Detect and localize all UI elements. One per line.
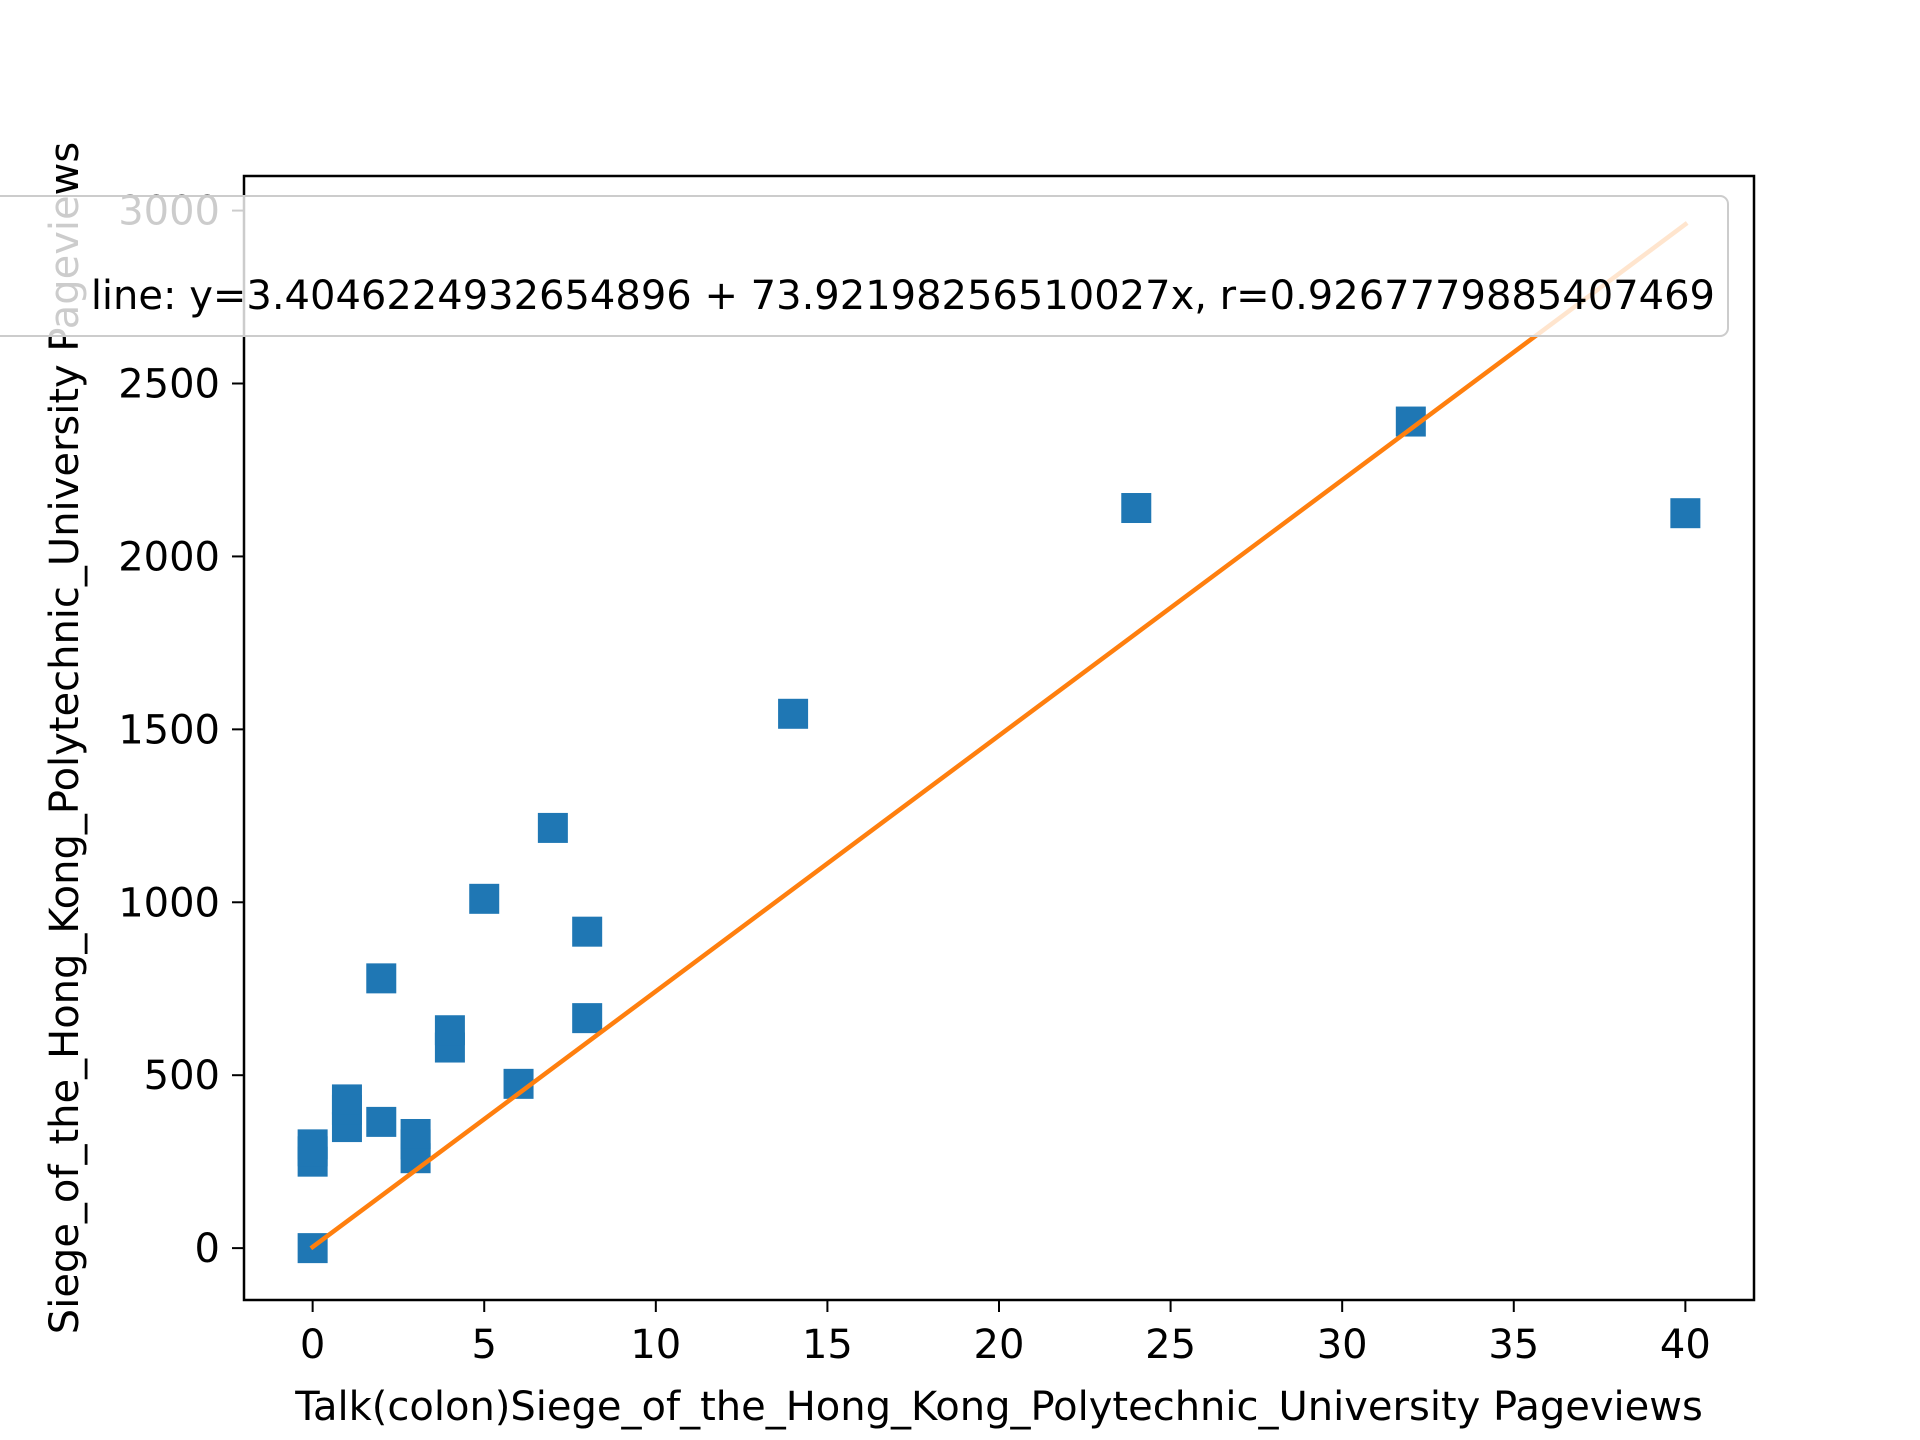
legend-text: line: y=3.4046224932654896 + 73.92198256… [91, 273, 1715, 319]
scatter-point [1670, 498, 1701, 529]
x-tick-label: 10 [630, 1322, 681, 1368]
regression-line [309, 221, 1689, 1251]
scatter-point [469, 883, 500, 914]
x-tick-label: 20 [974, 1322, 1025, 1368]
scatter-point [434, 1015, 465, 1046]
marks-layer [297, 221, 1701, 1264]
y-tick-label: 0 [195, 1226, 220, 1272]
scatter-point [537, 812, 568, 843]
scatter-point [572, 916, 603, 947]
x-tick-label: 25 [1145, 1322, 1196, 1368]
y-tick-label: 2000 [118, 534, 220, 580]
scatter-point [1121, 493, 1152, 524]
scatter-point [778, 698, 809, 729]
scatter-point [366, 963, 397, 994]
scatter-point [331, 1084, 362, 1115]
scatter-point [572, 1003, 603, 1034]
legend-box [0, 195, 1729, 337]
x-tick-label: 5 [472, 1322, 497, 1368]
scatter-point [400, 1118, 431, 1149]
y-tick-label: 1500 [118, 707, 220, 753]
x-tick-label: 15 [802, 1322, 853, 1368]
y-tick-label: 1000 [118, 880, 220, 926]
x-tick-label: 40 [1660, 1322, 1711, 1368]
y-tick-label: 2500 [118, 362, 220, 408]
scatter-point [366, 1106, 397, 1137]
x-tick-label: 35 [1488, 1322, 1539, 1368]
y-tick-label: 500 [144, 1053, 220, 1099]
legend: line: y=3.4046224932654896 + 73.92198256… [0, 195, 1729, 337]
x-tick-label: 0 [300, 1322, 325, 1368]
x-tick-label: 30 [1317, 1322, 1368, 1368]
x-axis-title: Talk(colon)Siege_of_the_Hong_Kong_Polyte… [294, 1384, 1703, 1430]
scatter-point [297, 1129, 328, 1160]
y-axis-title: Siege_of_the_Hong_Kong_Polytechnic_Unive… [42, 142, 88, 1334]
